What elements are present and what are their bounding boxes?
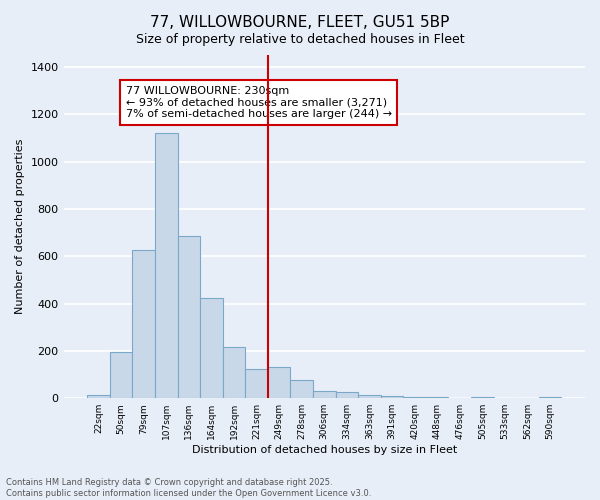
Bar — [110, 352, 133, 398]
Bar — [426, 397, 448, 398]
Bar — [178, 236, 200, 398]
Bar — [471, 397, 494, 398]
Text: Size of property relative to detached houses in Fleet: Size of property relative to detached ho… — [136, 32, 464, 46]
Bar — [268, 368, 290, 398]
Bar — [539, 397, 561, 398]
X-axis label: Distribution of detached houses by size in Fleet: Distribution of detached houses by size … — [191, 445, 457, 455]
Bar — [335, 392, 358, 398]
Text: 77 WILLOWBOURNE: 230sqm
← 93% of detached houses are smaller (3,271)
7% of semi-: 77 WILLOWBOURNE: 230sqm ← 93% of detache… — [125, 86, 392, 119]
Text: Contains HM Land Registry data © Crown copyright and database right 2025.
Contai: Contains HM Land Registry data © Crown c… — [6, 478, 371, 498]
Bar — [87, 394, 110, 398]
Bar — [403, 397, 426, 398]
Bar — [200, 298, 223, 398]
Bar — [223, 348, 245, 398]
Bar — [313, 391, 335, 398]
Bar — [358, 394, 381, 398]
Y-axis label: Number of detached properties: Number of detached properties — [15, 139, 25, 314]
Bar — [133, 250, 155, 398]
Text: 77, WILLOWBOURNE, FLEET, GU51 5BP: 77, WILLOWBOURNE, FLEET, GU51 5BP — [151, 15, 449, 30]
Bar — [381, 396, 403, 398]
Bar — [155, 133, 178, 398]
Bar — [245, 368, 268, 398]
Bar — [290, 380, 313, 398]
